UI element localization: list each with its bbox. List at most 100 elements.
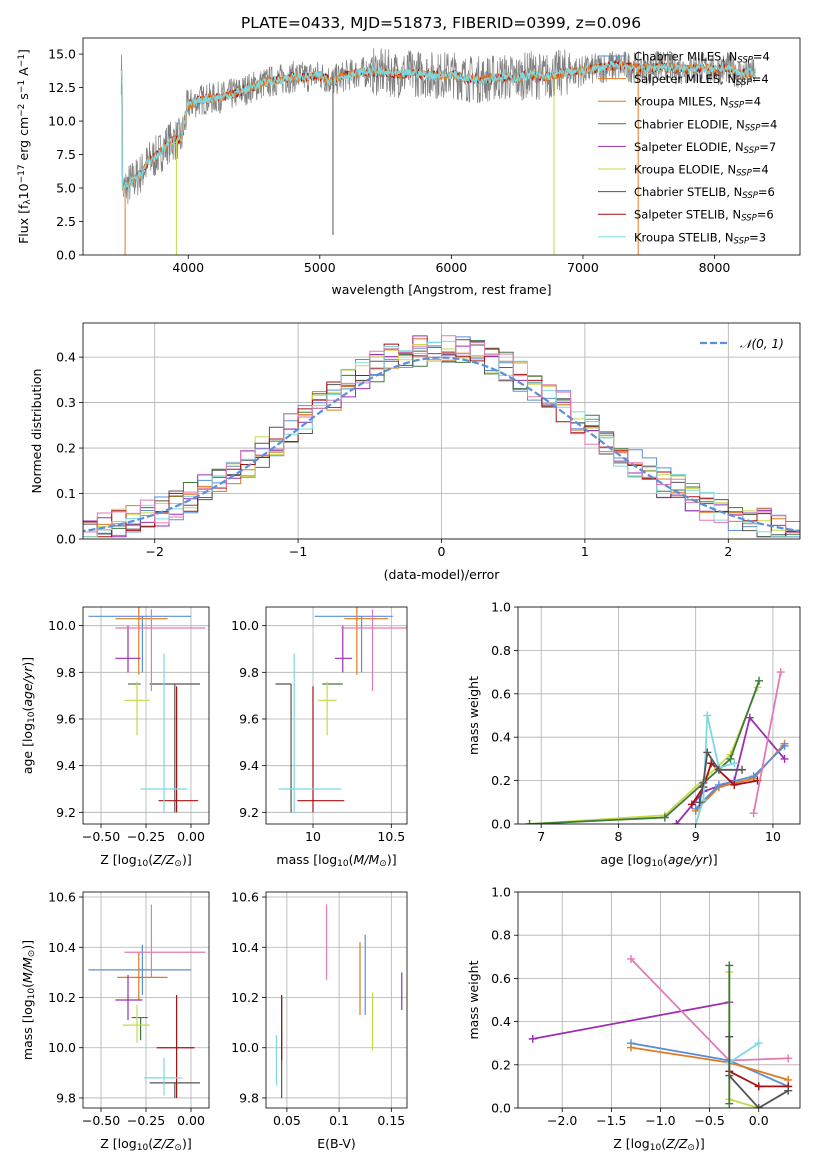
legend-name: Salpeter MILES, N: [634, 72, 736, 86]
weight-marker: [726, 754, 735, 763]
legend-entry: 𝒩(0, 1): [740, 337, 784, 351]
plot-area: [528, 954, 793, 1108]
y-tick-label: 1.0: [491, 885, 511, 900]
x-tick-label: −2.0: [547, 1113, 577, 1128]
legend-sub: SSP: [741, 214, 757, 224]
x-axis-label-part: )]: [182, 852, 192, 867]
axes-frame: [82, 606, 210, 825]
x-axis-label-part: mass [log: [276, 852, 337, 867]
legend-sub: SSP: [736, 169, 752, 179]
y-axis-label-part: ]: [16, 49, 31, 54]
x-axis-label-part: age/yr: [668, 852, 709, 867]
weight-marker: [703, 711, 712, 720]
y-axis-label-part: (: [20, 707, 35, 712]
y-tick-label: 9.2: [239, 805, 259, 820]
weight-marker: [714, 780, 723, 789]
x-tick-label: −1.0: [645, 1113, 675, 1128]
axes-frame: [517, 891, 801, 1109]
axes-frame: [82, 37, 801, 256]
y-axis-label-part: ⊙: [27, 950, 37, 958]
x-tick-label: −0.50: [82, 829, 120, 844]
weight-marker: [780, 741, 789, 750]
x-tick-label: −0.50: [82, 1113, 120, 1128]
y-tick-label: 9.2: [56, 805, 76, 820]
y-tick-label: 2.5: [56, 214, 76, 229]
legend-sub: SSP: [737, 56, 753, 66]
x-tick-label: −0.25: [127, 829, 165, 844]
x-axis-label-part: Z [log: [613, 1136, 649, 1151]
y-tick-label: 0.0: [56, 248, 76, 263]
x-axis-label-part: ⊙: [379, 859, 387, 869]
model-spectrum-line: [120, 59, 756, 194]
y-axis-label-part: Normed distribution: [29, 369, 44, 494]
legend-n: =6: [758, 185, 775, 199]
weight-marker: [699, 778, 708, 787]
weight-marker: [714, 765, 723, 774]
plot-area: [525, 668, 789, 824]
y-tick-label: 1.0: [491, 600, 511, 615]
y-tick-label: 10.0: [48, 618, 76, 633]
x-tick-label: −1: [289, 544, 307, 559]
x-tick-label: 4000: [172, 260, 204, 275]
x-tick-label: 6000: [435, 260, 467, 275]
x-axis-label-part: ⊙: [174, 1143, 182, 1153]
weight-marker: [745, 713, 754, 722]
weight-line: [529, 686, 759, 824]
y-tick-label: 9.8: [56, 1090, 76, 1105]
y-axis-label: Normed distribution: [29, 369, 44, 494]
y-tick-label: 7.5: [56, 147, 76, 162]
x-axis-label-part: ⊙: [687, 1143, 695, 1153]
plot-area: [275, 904, 403, 1098]
weight-marker: [528, 1034, 537, 1043]
legend-name: Kroupa ELODIE, N: [634, 163, 736, 177]
x-axis-label: Z [log10(Z/Z⊙)]: [613, 1136, 704, 1153]
legend-entry: Chabrier ELODIE, NSSP=4: [634, 117, 777, 133]
y-tick-label: 10.0: [48, 114, 76, 129]
legend-name: Kroupa MILES, N: [634, 95, 729, 109]
x-axis-label: mass [log10(M/M⊙)]: [276, 852, 396, 869]
y-tick-label: 9.6: [239, 712, 259, 727]
y-tick-label: 0.6: [491, 686, 511, 701]
x-tick-label: 7000: [567, 260, 599, 275]
weight-line: [695, 745, 786, 810]
y-axis-label-part: )]: [20, 940, 35, 950]
x-tick-label: 10.5: [377, 829, 405, 844]
y-tick-label: 10.4: [231, 940, 259, 955]
plot-area: [88, 607, 206, 813]
axes-frame: [265, 606, 408, 825]
y-tick-label: 10.2: [231, 990, 259, 1005]
x-tick-label: 1: [581, 544, 589, 559]
x-tick-label: 2: [724, 544, 732, 559]
y-tick-label: 10.4: [48, 940, 76, 955]
weight-line: [752, 671, 782, 814]
y-axis-label: mass weight: [466, 960, 481, 1039]
x-tick-label: −2: [145, 544, 163, 559]
legend-name: Chabrier ELODIE, N: [634, 117, 745, 131]
legend-entry: Salpeter STELIB, NSSP=6: [634, 208, 774, 224]
y-tick-label: 0.8: [491, 643, 511, 658]
x-axis-label-part: age [log: [600, 852, 651, 867]
y-axis-label-part: erg cm: [16, 117, 31, 165]
y-tick-label: 0.4: [491, 730, 511, 745]
y-axis-label-part: mass weight: [466, 960, 481, 1039]
x-axis-label-part: (: [349, 852, 354, 867]
y-axis-label-part: 10: [27, 711, 37, 723]
legend-name: Chabrier MILES, N: [634, 50, 737, 64]
x-axis-label-part: 10: [137, 859, 149, 869]
x-tick-label: 9: [692, 829, 700, 844]
plot-area: [275, 607, 407, 813]
panel-weight_vs_Z: −2.0 −1.5 −1.0 −0.5 0.0 0.0 0.2 0.4 0.6 0.8 1.0 Z […: [466, 885, 801, 1153]
x-axis-label-part: (: [148, 852, 153, 867]
y-tick-label: 9.8: [239, 665, 259, 680]
weight-line: [728, 1036, 789, 1108]
legend-n: =4: [752, 163, 769, 177]
x-axis-label-part: (: [663, 852, 668, 867]
legend-name: Chabrier STELIB, N: [634, 185, 742, 199]
y-tick-label: 10.6: [231, 890, 259, 905]
x-axis-label-part: Z [log: [100, 1136, 136, 1151]
x-tick-label: −0.25: [127, 1113, 165, 1128]
x-axis-label-part: Z/Z: [665, 1136, 688, 1151]
y-tick-label: 0.0: [491, 1101, 511, 1116]
y-axis-label-part: −1: [17, 80, 27, 93]
